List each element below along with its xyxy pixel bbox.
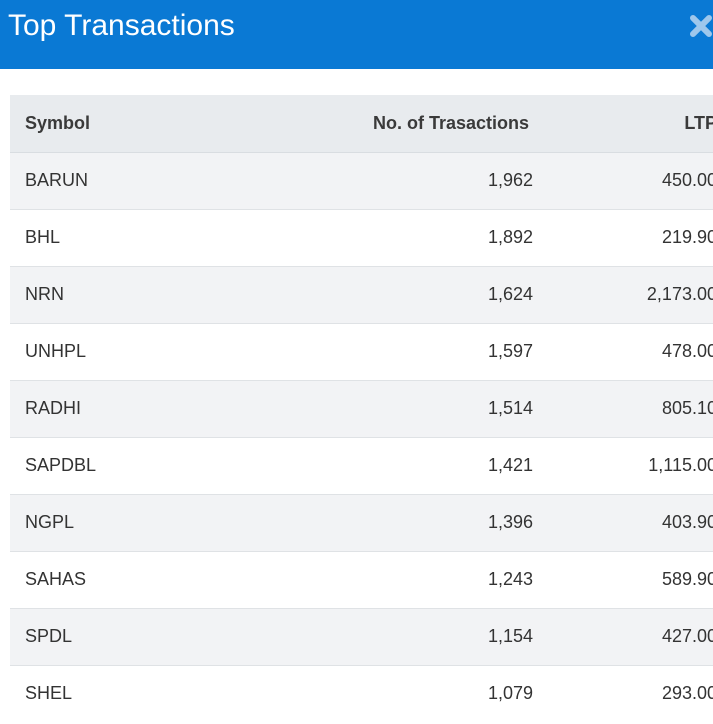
cell-transactions: 1,597 (487, 341, 533, 361)
table-row[interactable]: SAHAS 1,243 589.90 (10, 551, 713, 608)
table-row[interactable]: UNHPL 1,597 478.00 (10, 323, 713, 380)
cell-transactions: 1,962 (487, 170, 533, 190)
transactions-table: Symbol No. of Trasactions LTP BARUN 1,962… (10, 95, 713, 722)
table-row[interactable]: SPDL 1,154 427.00 (10, 608, 713, 665)
table-row[interactable]: BARUN 1,962 450.00 (10, 152, 713, 209)
modal-header: Top Transactions (0, 0, 713, 69)
cell-symbol: SAHAS (25, 569, 87, 589)
cell-symbol: BHL (25, 227, 61, 247)
transactions-table-container: Symbol No. of Trasactions LTP BARUN 1,962… (10, 95, 713, 722)
cell-symbol: SHEL (25, 683, 73, 704)
table-row[interactable]: SAPDBL 1,421 1,115.00 (10, 437, 713, 494)
cell-symbol: BARUN (25, 170, 89, 190)
close-button[interactable] (689, 13, 713, 39)
column-header-symbol[interactable]: Symbol (25, 112, 91, 133)
cell-symbol: SPDL (25, 626, 73, 646)
cell-symbol: NGPL (25, 512, 75, 532)
cell-transactions: 1,396 (487, 512, 533, 532)
cell-ltp: 1,115.00 (648, 455, 713, 475)
cell-ltp: 478.00 (661, 341, 713, 361)
table-row[interactable]: NGPL 1,396 403.90 (10, 494, 713, 551)
cell-transactions: 1,154 (487, 626, 533, 646)
table-header-row: Symbol No. of Trasactions LTP (10, 95, 713, 152)
cell-ltp: 219.90 (661, 227, 713, 247)
cell-transactions: 1,421 (487, 455, 533, 475)
table-row[interactable]: BHL 1,892 219.90 (10, 209, 713, 266)
close-icon (690, 15, 712, 37)
cell-ltp: 589.90 (661, 569, 713, 589)
column-header-transactions[interactable]: No. of Trasactions (372, 112, 529, 133)
table-row[interactable]: RADHI 1,514 805.10 (10, 380, 713, 437)
cell-transactions: 1,514 (487, 398, 533, 418)
cell-ltp: 2,173.00 (646, 284, 713, 304)
column-header-ltp[interactable]: LTP (684, 112, 713, 133)
table-row[interactable]: SHEL 1,079 293.00 (10, 665, 713, 722)
cell-symbol: UNHPL (25, 341, 87, 361)
cell-ltp: 403.90 (661, 512, 713, 532)
cell-transactions: 1,892 (487, 227, 533, 247)
cell-symbol: NRN (25, 284, 64, 304)
cell-ltp: 805.10 (661, 398, 713, 418)
table-row[interactable]: NRN 1,624 2,173.00 (10, 266, 713, 323)
cell-transactions: 1,243 (487, 569, 533, 589)
cell-symbol: RADHI (25, 398, 82, 418)
cell-transactions: 1,624 (487, 284, 533, 304)
modal-title: Top Transactions (8, 9, 235, 42)
cell-symbol: SAPDBL (25, 455, 97, 475)
cell-transactions: 1,079 (487, 683, 533, 704)
cell-ltp: 293.00 (661, 683, 713, 704)
cell-ltp: 450.00 (661, 170, 713, 190)
cell-ltp: 427.00 (661, 626, 713, 646)
